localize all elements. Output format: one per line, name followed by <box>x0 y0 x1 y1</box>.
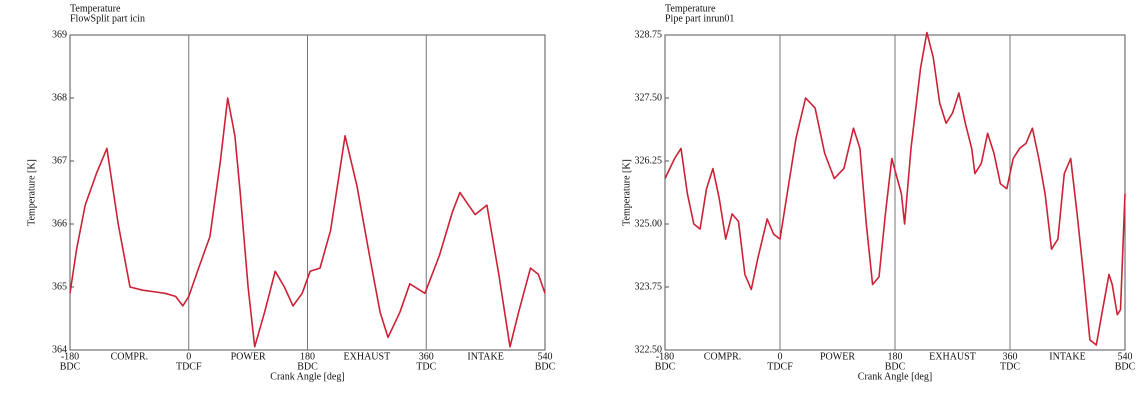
x-axis-label: Crank Angle [deg] <box>858 371 932 382</box>
x-tick-label: 0 <box>186 351 191 362</box>
x-tick-sublabel: TDCF <box>176 361 202 372</box>
x-tick-sublabel: BDC <box>1115 361 1136 372</box>
phase-label: EXHAUST <box>929 351 976 362</box>
phase-label: INTAKE <box>1049 351 1085 362</box>
phase-label: INTAKE <box>467 351 503 362</box>
chart-subtitle: FlowSplit part icin <box>70 13 145 24</box>
x-tick-sublabel: BDC <box>297 361 318 372</box>
y-tick-label: 326.25 <box>635 155 663 166</box>
y-tick-label: 327.50 <box>635 92 663 103</box>
y-axis-label: Temperature [K] <box>26 159 37 226</box>
phase-label: COMPR. <box>111 351 149 362</box>
x-tick-sublabel: BDC <box>885 361 906 372</box>
phase-label: EXHAUST <box>344 351 391 362</box>
y-tick-label: 365 <box>52 281 67 292</box>
y-tick-label: 366 <box>52 218 67 229</box>
phase-label: COMPR. <box>704 351 742 362</box>
x-tick-sublabel: BDC <box>60 361 81 372</box>
phase-label: POWER <box>231 351 266 362</box>
y-axis-label: Temperature [K] <box>621 159 632 226</box>
x-tick-label: 360 <box>1003 351 1018 362</box>
chart-subtitle: Pipe part inrun01 <box>665 13 734 24</box>
y-tick-label: 322.50 <box>635 344 663 355</box>
x-tick-sublabel: TDCF <box>767 361 793 372</box>
x-axis-label: Crank Angle [deg] <box>270 371 344 382</box>
x-tick-label: 0 <box>778 351 783 362</box>
x-tick-label: 540 <box>1118 351 1133 362</box>
x-tick-sublabel: BDC <box>535 361 556 372</box>
x-tick-label: -180 <box>656 351 674 362</box>
chart-title: Temperature <box>665 3 716 14</box>
y-tick-label: 364 <box>52 344 67 355</box>
chart-title: Temperature <box>70 3 121 14</box>
x-tick-sublabel: TDC <box>1000 361 1020 372</box>
x-tick-sublabel: TDC <box>416 361 436 372</box>
x-tick-sublabel: BDC <box>655 361 676 372</box>
y-tick-label: 328.75 <box>635 29 663 40</box>
y-tick-label: 367 <box>52 155 67 166</box>
phase-label: POWER <box>820 351 855 362</box>
y-tick-label: 368 <box>52 92 67 103</box>
x-tick-label: 360 <box>419 351 434 362</box>
y-tick-label: 323.75 <box>635 281 663 292</box>
x-tick-label: 180 <box>300 351 315 362</box>
temperature-line <box>664 31 1126 346</box>
x-tick-label: 180 <box>888 351 903 362</box>
y-tick-label: 325.00 <box>635 218 663 229</box>
y-tick-label: 369 <box>52 29 67 40</box>
x-tick-label: -180 <box>61 351 79 362</box>
temperature-line <box>69 97 546 348</box>
x-tick-label: 540 <box>538 351 553 362</box>
